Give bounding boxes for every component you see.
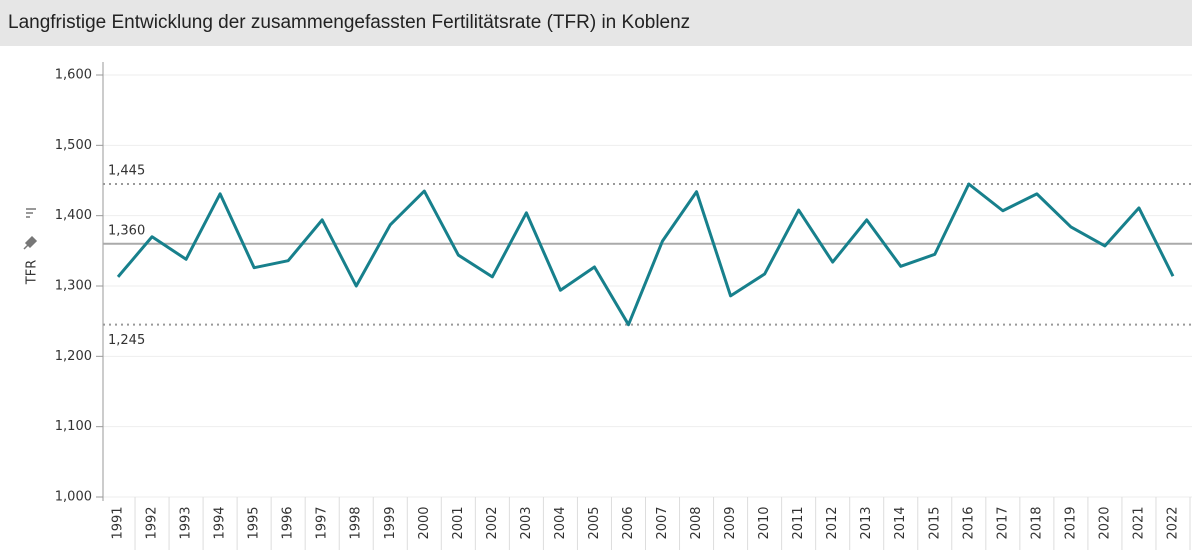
x-tick-label: 1996: [281, 506, 296, 539]
x-tick-label: 2007: [655, 506, 670, 539]
reference-label: 1,245: [108, 333, 145, 348]
x-tick-label: 1993: [179, 506, 194, 539]
axis-icons: [23, 208, 38, 250]
y-tick-label: 1,000: [55, 490, 92, 505]
reference-label: 1,445: [108, 164, 145, 179]
x-tick-label: 2013: [859, 506, 874, 539]
x-tick-label: 2008: [689, 506, 704, 539]
x-tick-label: 2004: [553, 506, 568, 539]
x-tick-label: 2020: [1097, 506, 1112, 539]
y-tick-label: 1,300: [55, 279, 92, 294]
x-tick-label: 1991: [111, 506, 126, 539]
x-tick-label: 2001: [451, 506, 466, 539]
x-tick-label: 2021: [1131, 506, 1146, 539]
x-tick-label: 1997: [315, 506, 330, 539]
x-tick-label: 2014: [893, 506, 908, 539]
data-line: [116, 182, 1175, 327]
y-axis-title: TFR: [25, 260, 40, 285]
x-tick-label: 1999: [383, 506, 398, 539]
y-tick-label: 1,600: [55, 68, 92, 83]
y-tick-label: 1,200: [55, 349, 92, 364]
y-tick-label: 1,500: [55, 138, 92, 153]
x-tick-label: 2000: [417, 506, 432, 539]
x-tick-label: 2019: [1063, 506, 1078, 539]
x-tick-label: 2006: [621, 506, 636, 539]
x-tick-label: 2016: [961, 506, 976, 539]
x-tick-label: 2018: [1029, 506, 1044, 539]
x-tick-label: 2010: [757, 506, 772, 539]
x-tick-label: 2002: [485, 506, 500, 539]
x-tick-label: 2003: [519, 506, 534, 539]
x-tick-label: 1998: [349, 506, 364, 539]
y-tick-label: 1,100: [55, 419, 92, 434]
y-tick-label: 1,400: [55, 208, 92, 223]
x-tick-label: 2009: [723, 506, 738, 539]
x-tick-label: 2005: [587, 506, 602, 539]
x-tick-label: 2011: [791, 506, 806, 539]
x-tick-label: 1992: [145, 506, 160, 539]
reference-label: 1,360: [108, 223, 145, 238]
x-tick-label: 1994: [213, 506, 228, 539]
x-tick-label: 2012: [825, 506, 840, 539]
x-tick-label: 2015: [927, 506, 942, 539]
title-bar: [0, 0, 1192, 46]
x-tick-label: 2017: [995, 506, 1010, 539]
x-tick-label: 1995: [247, 506, 262, 539]
x-tick-label: 2022: [1165, 506, 1180, 539]
chart-title: Langfristige Entwicklung der zusammengef…: [8, 12, 690, 33]
